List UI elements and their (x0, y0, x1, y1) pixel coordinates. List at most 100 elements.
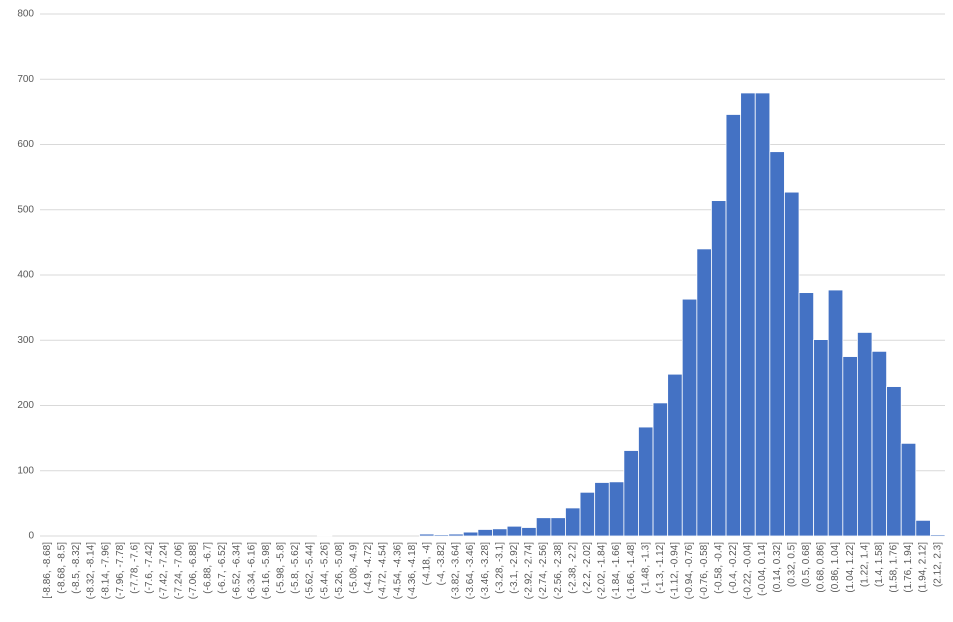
bar (448, 533, 464, 537)
bar (462, 531, 479, 537)
x-tick-label: (-0.4, -0.22] (728, 542, 739, 594)
bar (477, 529, 493, 537)
x-tick-label: (0.14, 0.32] (772, 542, 783, 593)
y-tick-label: 200 (17, 400, 34, 411)
bar (696, 248, 712, 537)
bar (725, 114, 742, 537)
y-tick-label: 800 (17, 9, 34, 20)
x-tick-label: (-7.78, -7.6] (130, 542, 141, 594)
bar (915, 519, 931, 537)
x-tick-label: (-8.5, -8.32] (71, 542, 82, 594)
x-tick-label: (-0.94, -0.76] (684, 542, 695, 599)
x-tick-label: (-5.8, -5.62] (290, 542, 301, 594)
x-tick-label: (-6.7, -6.52] (217, 542, 228, 594)
bar (886, 386, 902, 537)
x-tick-label: (-7.06, -6.88] (188, 542, 199, 599)
bar (521, 527, 537, 537)
bar (827, 289, 844, 537)
x-tick-label: (-2.92, -2.74] (524, 542, 535, 599)
x-tick-label: (-4.72, -4.54] (378, 542, 389, 599)
bar (681, 298, 698, 537)
bar (608, 481, 625, 537)
x-tick-label: (-5.26, -5.08] (334, 542, 345, 599)
x-tick-label: (-0.58, -0.4] (713, 542, 724, 594)
x-tick-label: (0.68, 0.86] (816, 542, 827, 593)
x-tick-label: (0.32, 0.5] (786, 542, 797, 587)
x-tick-label: (-7.96, -7.78] (115, 542, 126, 599)
bar (419, 533, 435, 537)
x-tick-label: (-4.18, -4] (421, 542, 432, 586)
x-tick-label: (-4, -3.82] (436, 542, 447, 586)
y-tick-label: 500 (17, 204, 34, 215)
bar (798, 292, 815, 537)
bar (652, 402, 669, 537)
x-tick-label: (-1.66, -1.48] (626, 542, 637, 599)
x-tick-label: (-3.82, -3.64] (451, 542, 462, 599)
x-tick-label: (0.86, 1.04] (830, 542, 841, 593)
x-tick-label: (1.22, 1.4] (859, 542, 870, 587)
x-tick-label: (1.4, 1.58] (874, 542, 885, 587)
bar (535, 517, 552, 537)
x-tick-label: (-2.56, -2.38] (553, 542, 564, 599)
y-tick-label: 600 (17, 139, 34, 150)
x-tick-label: (-5.44, -5.26] (319, 542, 330, 599)
bar (842, 356, 858, 537)
bar (594, 482, 610, 537)
x-tick-label: (-8.32, -8.14] (86, 542, 97, 599)
bar (579, 491, 596, 537)
x-tick-label: (-0.22, -0.04] (743, 542, 754, 599)
x-tick-label: (-2.38, -2.2] (567, 542, 578, 594)
bar (740, 92, 756, 537)
x-tick-label: (-1.12, -0.94] (670, 542, 681, 599)
y-tick-label: 700 (17, 74, 34, 85)
x-tick-label: (-5.98, -5.8] (275, 542, 286, 594)
bar (711, 200, 727, 537)
x-tick-label: (-6.16, -5.98] (261, 542, 272, 599)
x-tick-label: (0.5, 0.68] (801, 542, 812, 587)
x-tick-label: (-3.1, -2.92] (509, 542, 520, 594)
x-tick-label: (-0.04, 0.14] (757, 542, 768, 596)
x-tick-label: [-8.86, -8.68] (42, 542, 53, 599)
bar (433, 534, 450, 537)
x-tick-label: (-3.28, -3.1] (494, 542, 505, 594)
x-tick-label: (-7.24, -7.06] (173, 542, 184, 599)
x-tick-label: (-4.36, -4.18] (407, 542, 418, 599)
x-tick-label: (1.76, 1.94] (903, 542, 914, 593)
bar (667, 373, 683, 537)
x-tick-label: (-5.08, -4.9] (348, 542, 359, 594)
y-tick-label: 300 (17, 335, 34, 346)
x-tick-label: (-1.3, -1.12] (655, 542, 666, 594)
x-tick-label: (-6.52, -6.34] (232, 542, 243, 599)
bar (769, 151, 785, 537)
x-tick-label: (1.94, 2.12] (918, 542, 929, 593)
bar (900, 442, 917, 537)
bar (506, 525, 523, 537)
x-tick-label: (-8.68, -8.5] (57, 542, 68, 594)
x-tick-label: (-7.6, -7.42] (144, 542, 155, 594)
bar (316, 534, 333, 537)
x-tick-label: (1.58, 1.76] (889, 542, 900, 593)
x-tick-label: (1.04, 1.22] (845, 542, 856, 593)
x-tick-label: (2.12, 2.3] (932, 542, 943, 587)
bar (492, 528, 508, 537)
x-tick-label: (-1.48, -1.3] (640, 542, 651, 594)
bar (813, 339, 829, 537)
x-tick-label: (-1.84, -1.66] (611, 542, 622, 599)
x-tick-label: (-2.02, -1.84] (597, 542, 608, 599)
x-tick-label: (-4.54, -4.36] (392, 542, 403, 599)
bar (784, 191, 800, 537)
x-tick-label: (-7.42, -7.24] (159, 542, 170, 599)
bar (871, 350, 888, 537)
bar (857, 332, 873, 537)
x-tick-label: (-5.62, -5.44] (305, 542, 316, 599)
bar (623, 450, 639, 537)
x-tick-label: (-2.74, -2.56] (538, 542, 549, 599)
x-tick-label: (-4.9, -4.72] (363, 542, 374, 594)
y-tick-label: 400 (17, 270, 34, 281)
bar (550, 517, 566, 537)
x-tick-label: (-8.14, -7.96] (100, 542, 111, 599)
y-tick-label: 100 (17, 465, 34, 476)
y-tick-label: 0 (28, 531, 34, 542)
bar (754, 92, 771, 537)
